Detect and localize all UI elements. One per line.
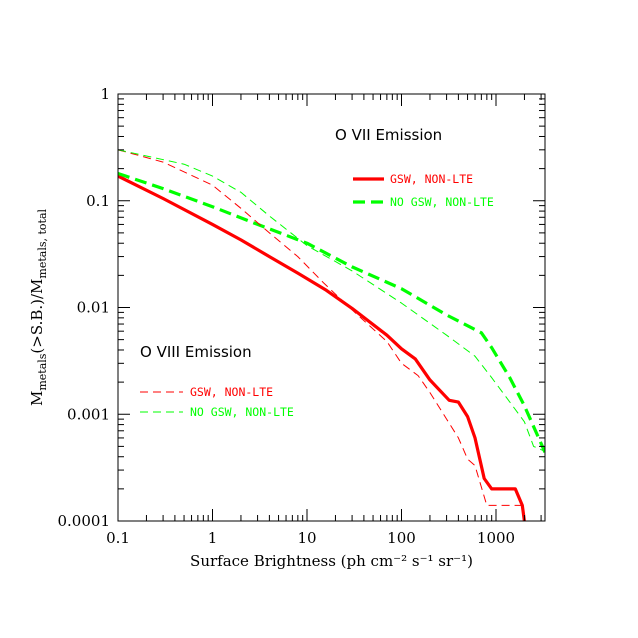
o-vii-panel-title: O VII Emission (335, 126, 442, 144)
x-axis-title: Surface Brightness (ph cm⁻² s⁻¹ sr⁻¹) (190, 552, 473, 570)
series-line (118, 174, 526, 521)
y-tick-label: 0.0001 (58, 512, 111, 530)
series-line (118, 149, 545, 452)
series-layer (118, 149, 545, 521)
legend-label: NO GSW, NON-LTE (190, 405, 294, 419)
x-tick-label: 1 (208, 529, 218, 547)
tick-labels: 0.1 1 10 100 1000 0.0001 0.001 0.01 0.1 1 (58, 85, 516, 547)
series-line (118, 149, 525, 506)
y-tick-label: 1 (100, 85, 110, 103)
legend-label: GSW, NON-LTE (390, 172, 473, 186)
ticks-layer (117, 93, 545, 522)
y-tick-label: 0.001 (67, 405, 110, 423)
x-tick-label: 0.1 (106, 529, 130, 547)
x-tick-label: 1000 (477, 529, 515, 547)
y-tick-label: 0.01 (77, 299, 110, 317)
legend-label: NO GSW, NON-LTE (390, 195, 494, 209)
o-viii-panel-title: O VIII Emission (140, 343, 252, 361)
y-tick-label: 0.1 (86, 192, 110, 210)
legend-label: GSW, NON-LTE (190, 385, 273, 399)
series-line (118, 171, 545, 453)
y-axis-title: Mmetals(>S.B.)/Mmetals, total (28, 208, 49, 406)
o-vii-legend: GSW, NON-LTE NO GSW, NON-LTE (353, 172, 494, 209)
o-viii-legend: GSW, NON-LTE NO GSW, NON-LTE (140, 385, 294, 419)
x-tick-label: 10 (297, 529, 316, 547)
x-tick-label: 100 (387, 529, 416, 547)
